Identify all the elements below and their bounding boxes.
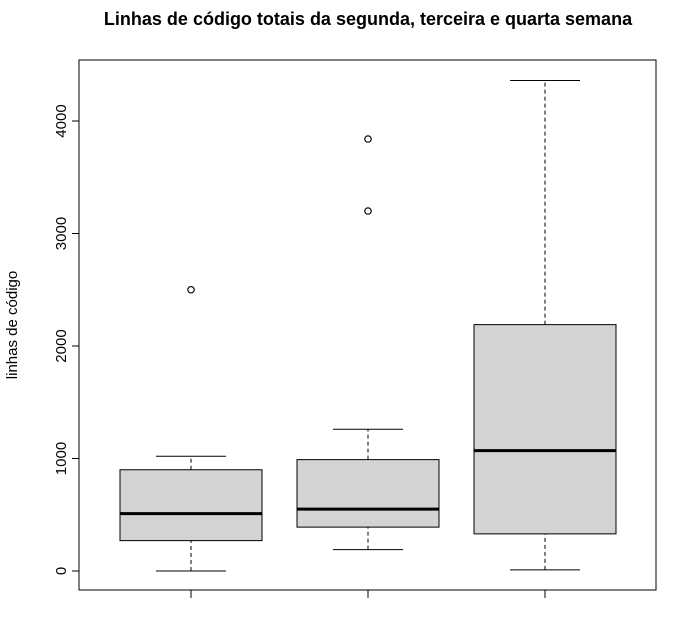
iqr-box (296, 459, 440, 528)
y-tick-label: 4000 (53, 104, 70, 137)
x-axis (190, 590, 546, 598)
boxes-group (119, 80, 617, 572)
box-2 (296, 135, 440, 551)
iqr-box (473, 324, 617, 535)
iqr-box (119, 469, 263, 542)
box-3 (473, 80, 617, 571)
y-tick-label: 1000 (53, 442, 70, 475)
outlier-point (364, 207, 372, 215)
y-axis-label: linhas de código (4, 271, 21, 379)
outlier-point (187, 285, 195, 294)
y-tick-label: 3000 (53, 217, 70, 250)
chart-title: Linhas de código totais da segunda, terc… (104, 9, 633, 29)
y-axis: 0 1000 2000 3000 4000 (53, 104, 79, 575)
y-tick-label: 0 (53, 567, 70, 575)
outlier-point (364, 135, 372, 143)
box-1 (119, 285, 263, 572)
y-tick-label: 2000 (53, 329, 70, 362)
